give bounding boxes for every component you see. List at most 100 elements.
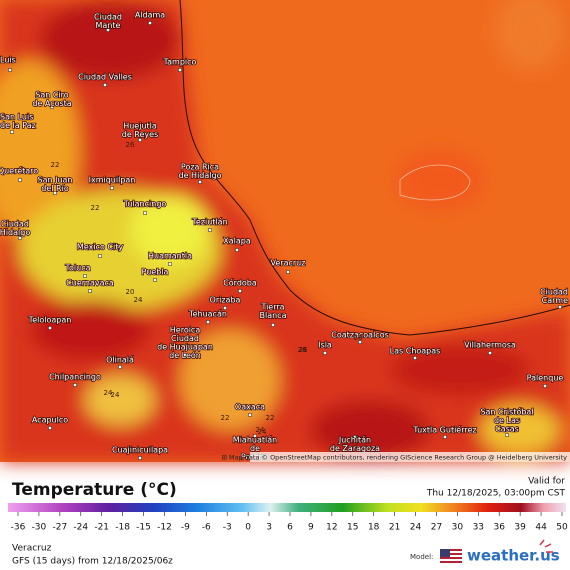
- city-marker: [18, 236, 22, 240]
- city-marker: [235, 248, 239, 252]
- city-name: de León: [169, 350, 201, 360]
- city-name: Blanca: [260, 311, 287, 320]
- city-name: Mante: [96, 21, 121, 30]
- city-marker: [178, 68, 182, 72]
- coastline: [179, 0, 570, 336]
- city-name: Córdoba: [223, 278, 257, 288]
- contour-label: 24: [134, 296, 143, 304]
- city-name: Hidalgo: [0, 228, 30, 237]
- scale-tick-label: -3: [223, 523, 232, 533]
- city-name: Ciudad: [1, 220, 29, 229]
- scale-tick-label: 39: [514, 523, 526, 533]
- city-name: Las Choapas: [390, 347, 441, 356]
- city-name: San Juan: [38, 176, 73, 185]
- city-marker: [248, 413, 252, 417]
- city-marker: [168, 262, 172, 266]
- scale-tick-label: 6: [287, 523, 293, 533]
- city-marker: [223, 306, 227, 310]
- city-name: Casas: [495, 425, 519, 434]
- city-marker: [8, 68, 12, 72]
- city-name: Acapulco: [32, 416, 68, 425]
- flag-icon: [440, 549, 462, 563]
- city-marker: [53, 191, 57, 195]
- scale-tick-label: 3: [266, 523, 272, 533]
- city-marker: [138, 138, 142, 142]
- city-name: Villahermosa: [464, 341, 516, 350]
- city-marker: [148, 21, 152, 25]
- scale-tick-label: -9: [181, 523, 190, 533]
- scale-tick-label: 0: [245, 523, 251, 533]
- city-marker: [443, 435, 447, 439]
- city-name: Teziutlán: [191, 218, 227, 227]
- city-name: de Hidalgo: [179, 171, 222, 180]
- contour-label: 22: [221, 414, 230, 422]
- city-marker: [208, 228, 212, 232]
- city-name: Carme: [542, 296, 568, 305]
- city-name: Miahuatlán: [233, 436, 277, 445]
- city-name: Tulancingo: [123, 200, 167, 209]
- brand-rays: [539, 539, 553, 553]
- contour-label: 24: [258, 428, 267, 436]
- contour-label: 26: [354, 334, 363, 342]
- scale-tick-label: 9: [308, 523, 314, 533]
- city-name: Ciudad: [171, 334, 199, 343]
- city-marker: [48, 326, 52, 330]
- city-name: Palenque: [527, 374, 564, 383]
- city-name: Aldama: [135, 11, 165, 20]
- city-name: de la Paz: [0, 121, 36, 130]
- city-name: Huejutla: [123, 122, 157, 131]
- city-marker: [73, 383, 77, 387]
- contour-label: 24: [104, 389, 113, 397]
- contour-label: 26: [126, 141, 135, 149]
- city-marker: [505, 433, 509, 437]
- city-name: San Cristóbal: [480, 407, 533, 417]
- contour-label: 22: [266, 414, 275, 422]
- contour-label: 28: [298, 346, 307, 354]
- city-marker: [110, 186, 114, 190]
- city-name: Poza Rica: [181, 163, 219, 172]
- city-marker: [138, 456, 142, 460]
- city-name: Cuajinicuilapa: [112, 446, 168, 455]
- footer: Veracruz GFS (15 days) from 12/18/2025/0…: [12, 539, 560, 567]
- city-marker: [323, 351, 327, 355]
- valid-time: Thu 12/18/2025, 03:00pm CST: [426, 489, 566, 499]
- city-name: Ciudad Valles: [78, 73, 132, 82]
- attribution-bg: [250, 452, 570, 462]
- scale-tick-label: 30: [452, 523, 464, 533]
- attribution: ⊞ Map data © OpenStreetMap contributors,…: [222, 454, 568, 462]
- location: Veracruz: [12, 544, 52, 554]
- scale-tick-label: 21: [389, 523, 400, 533]
- city-name: Isla: [318, 341, 332, 350]
- city-name: Oaxaca: [235, 403, 265, 412]
- city-marker: [413, 356, 417, 360]
- city-marker: [83, 274, 87, 278]
- scale-tick-label: 27: [431, 523, 442, 533]
- city-name: Xalapa: [223, 237, 251, 246]
- contour-label: 26: [299, 346, 308, 354]
- city-name: Heroica: [170, 326, 201, 335]
- city-name: Tuxtla Gutiérrez: [412, 425, 476, 435]
- city-name: de Reyes: [122, 130, 159, 139]
- city-marker: [238, 289, 242, 293]
- city-name: San Luis: [0, 113, 33, 122]
- city-name: Toluca: [64, 264, 90, 273]
- contour-label: 20: [126, 288, 135, 296]
- city-marker: [358, 340, 362, 344]
- city-marker: [98, 254, 102, 258]
- city-name: Ixmiquilpan: [89, 176, 136, 185]
- contour: [399, 164, 471, 201]
- city-marker: [543, 384, 547, 388]
- city-name: de Huajuapan: [157, 343, 213, 352]
- scale-tick-label: -27: [52, 523, 67, 533]
- city-name: Juchitán: [338, 436, 371, 445]
- city-name: Tierra: [260, 303, 284, 312]
- legend: Temperature (°C) Valid for Thu 12/18/202…: [8, 477, 568, 533]
- contour-label: 24: [256, 426, 265, 434]
- scale-tick-label: 36: [494, 523, 506, 533]
- city-name: Puebla: [142, 268, 169, 277]
- city-marker: [286, 270, 290, 274]
- color-scale: [8, 503, 566, 512]
